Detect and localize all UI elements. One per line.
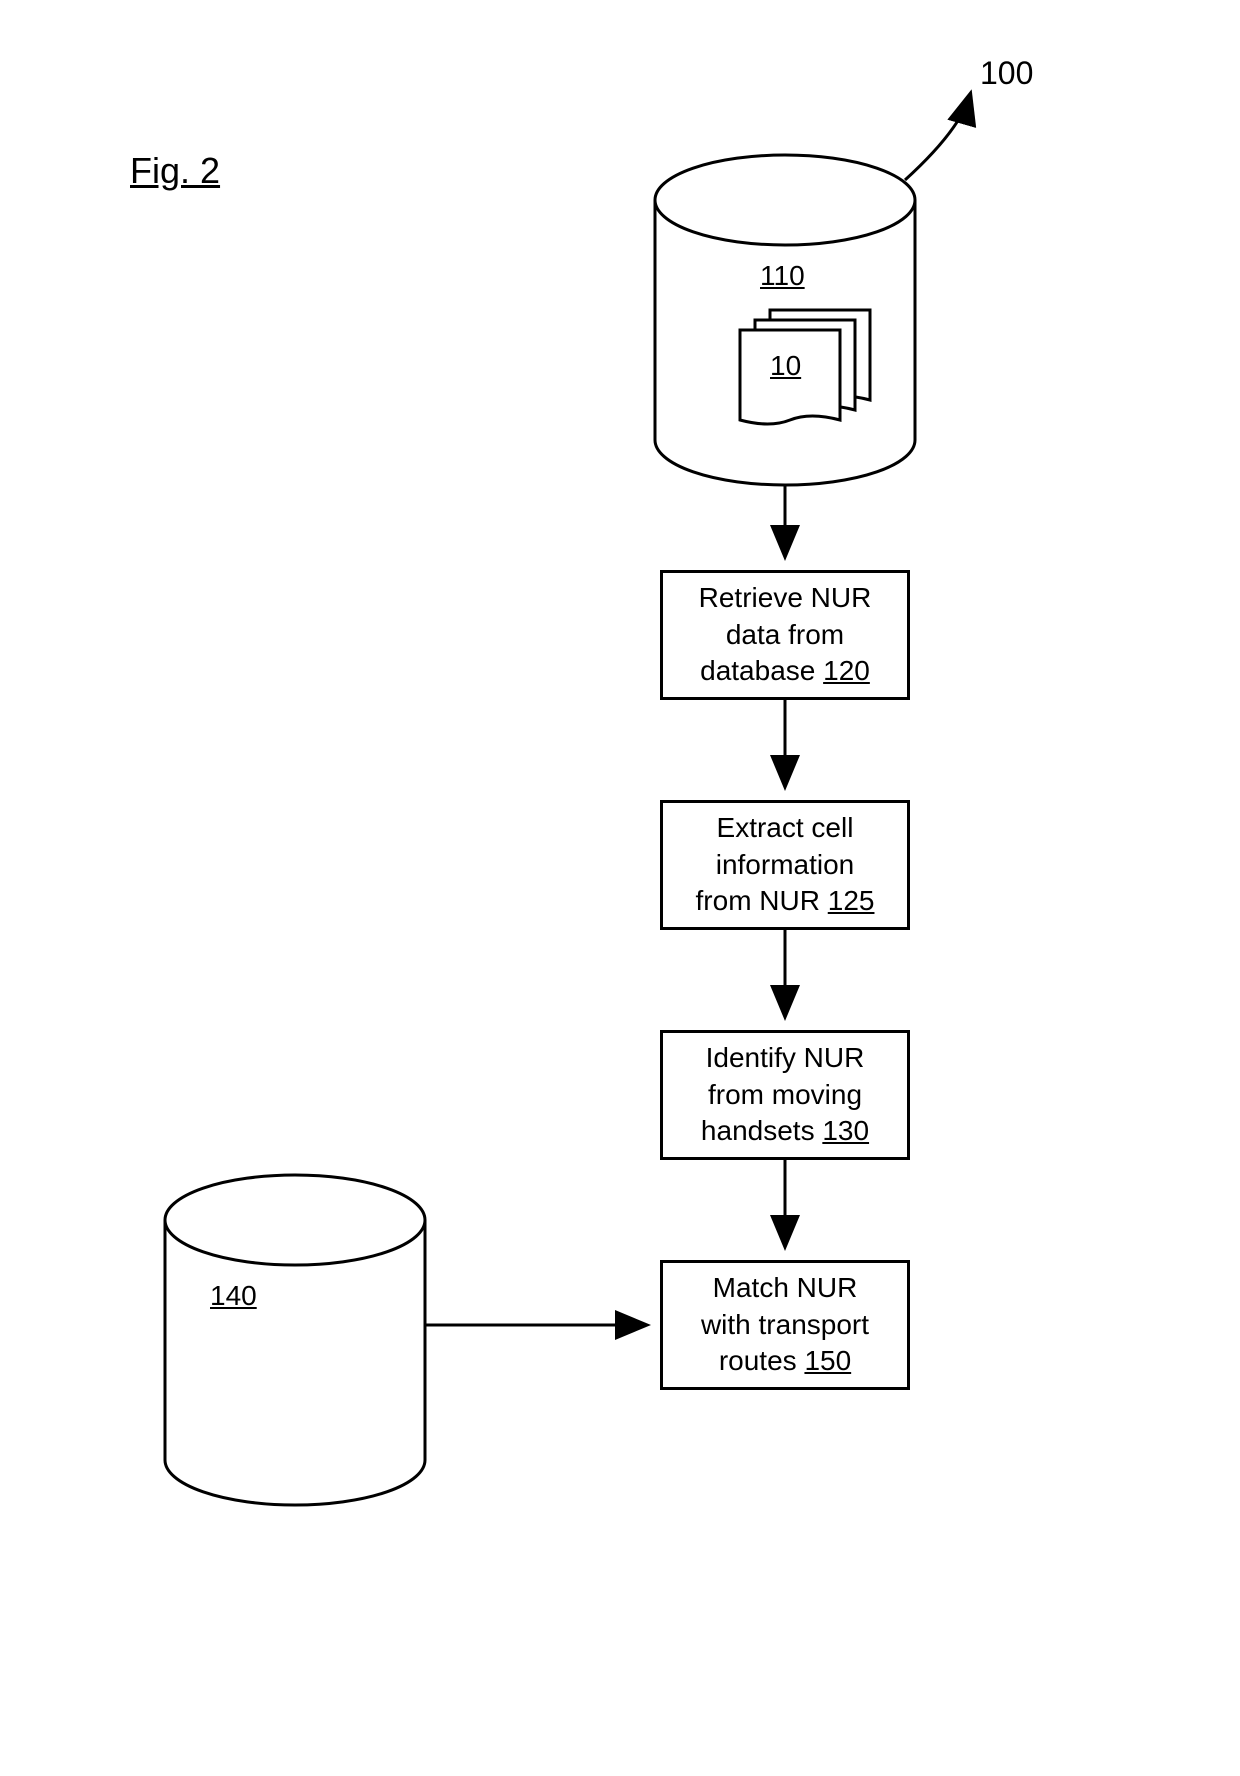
database-2 [165,1175,425,1505]
box-line: database [700,655,815,686]
box-text: Extract cell information from NUR 125 [696,810,875,919]
pointer-curve-100 [905,95,970,180]
box-text: Retrieve NUR data from database 120 [699,580,872,689]
box-line: from NUR [696,885,820,916]
box-text: Identify NUR from moving handsets 130 [701,1040,869,1149]
box-line: Extract cell [717,812,854,843]
box-line: routes [719,1345,797,1376]
box-line: Identify NUR [706,1042,865,1073]
diagram-svg [0,0,1240,1776]
process-box-retrieve: Retrieve NUR data from database 120 [660,570,910,700]
documents-icon [740,310,870,424]
process-box-identify: Identify NUR from moving handsets 130 [660,1030,910,1160]
process-box-match: Match NUR with transport routes 150 [660,1260,910,1390]
box-ref: 150 [804,1345,851,1376]
box-ref: 120 [823,655,870,686]
figure-title: Fig. 2 [130,150,220,192]
box-line: Retrieve NUR [699,582,872,613]
box-ref: 125 [828,885,875,916]
box-line: information [716,849,855,880]
database-1 [655,155,915,485]
process-box-extract: Extract cell information from NUR 125 [660,800,910,930]
database-1-ref: 110 [760,260,805,292]
database-2-ref: 140 [210,1280,257,1312]
overall-ref-label: 100 [980,55,1033,92]
box-line: with transport [701,1309,869,1340]
box-ref: 130 [822,1115,869,1146]
document-ref: 10 [770,350,801,382]
box-text: Match NUR with transport routes 150 [701,1270,869,1379]
box-line: from moving [708,1079,862,1110]
box-line: handsets [701,1115,815,1146]
box-line: data from [726,619,844,650]
box-line: Match NUR [713,1272,858,1303]
